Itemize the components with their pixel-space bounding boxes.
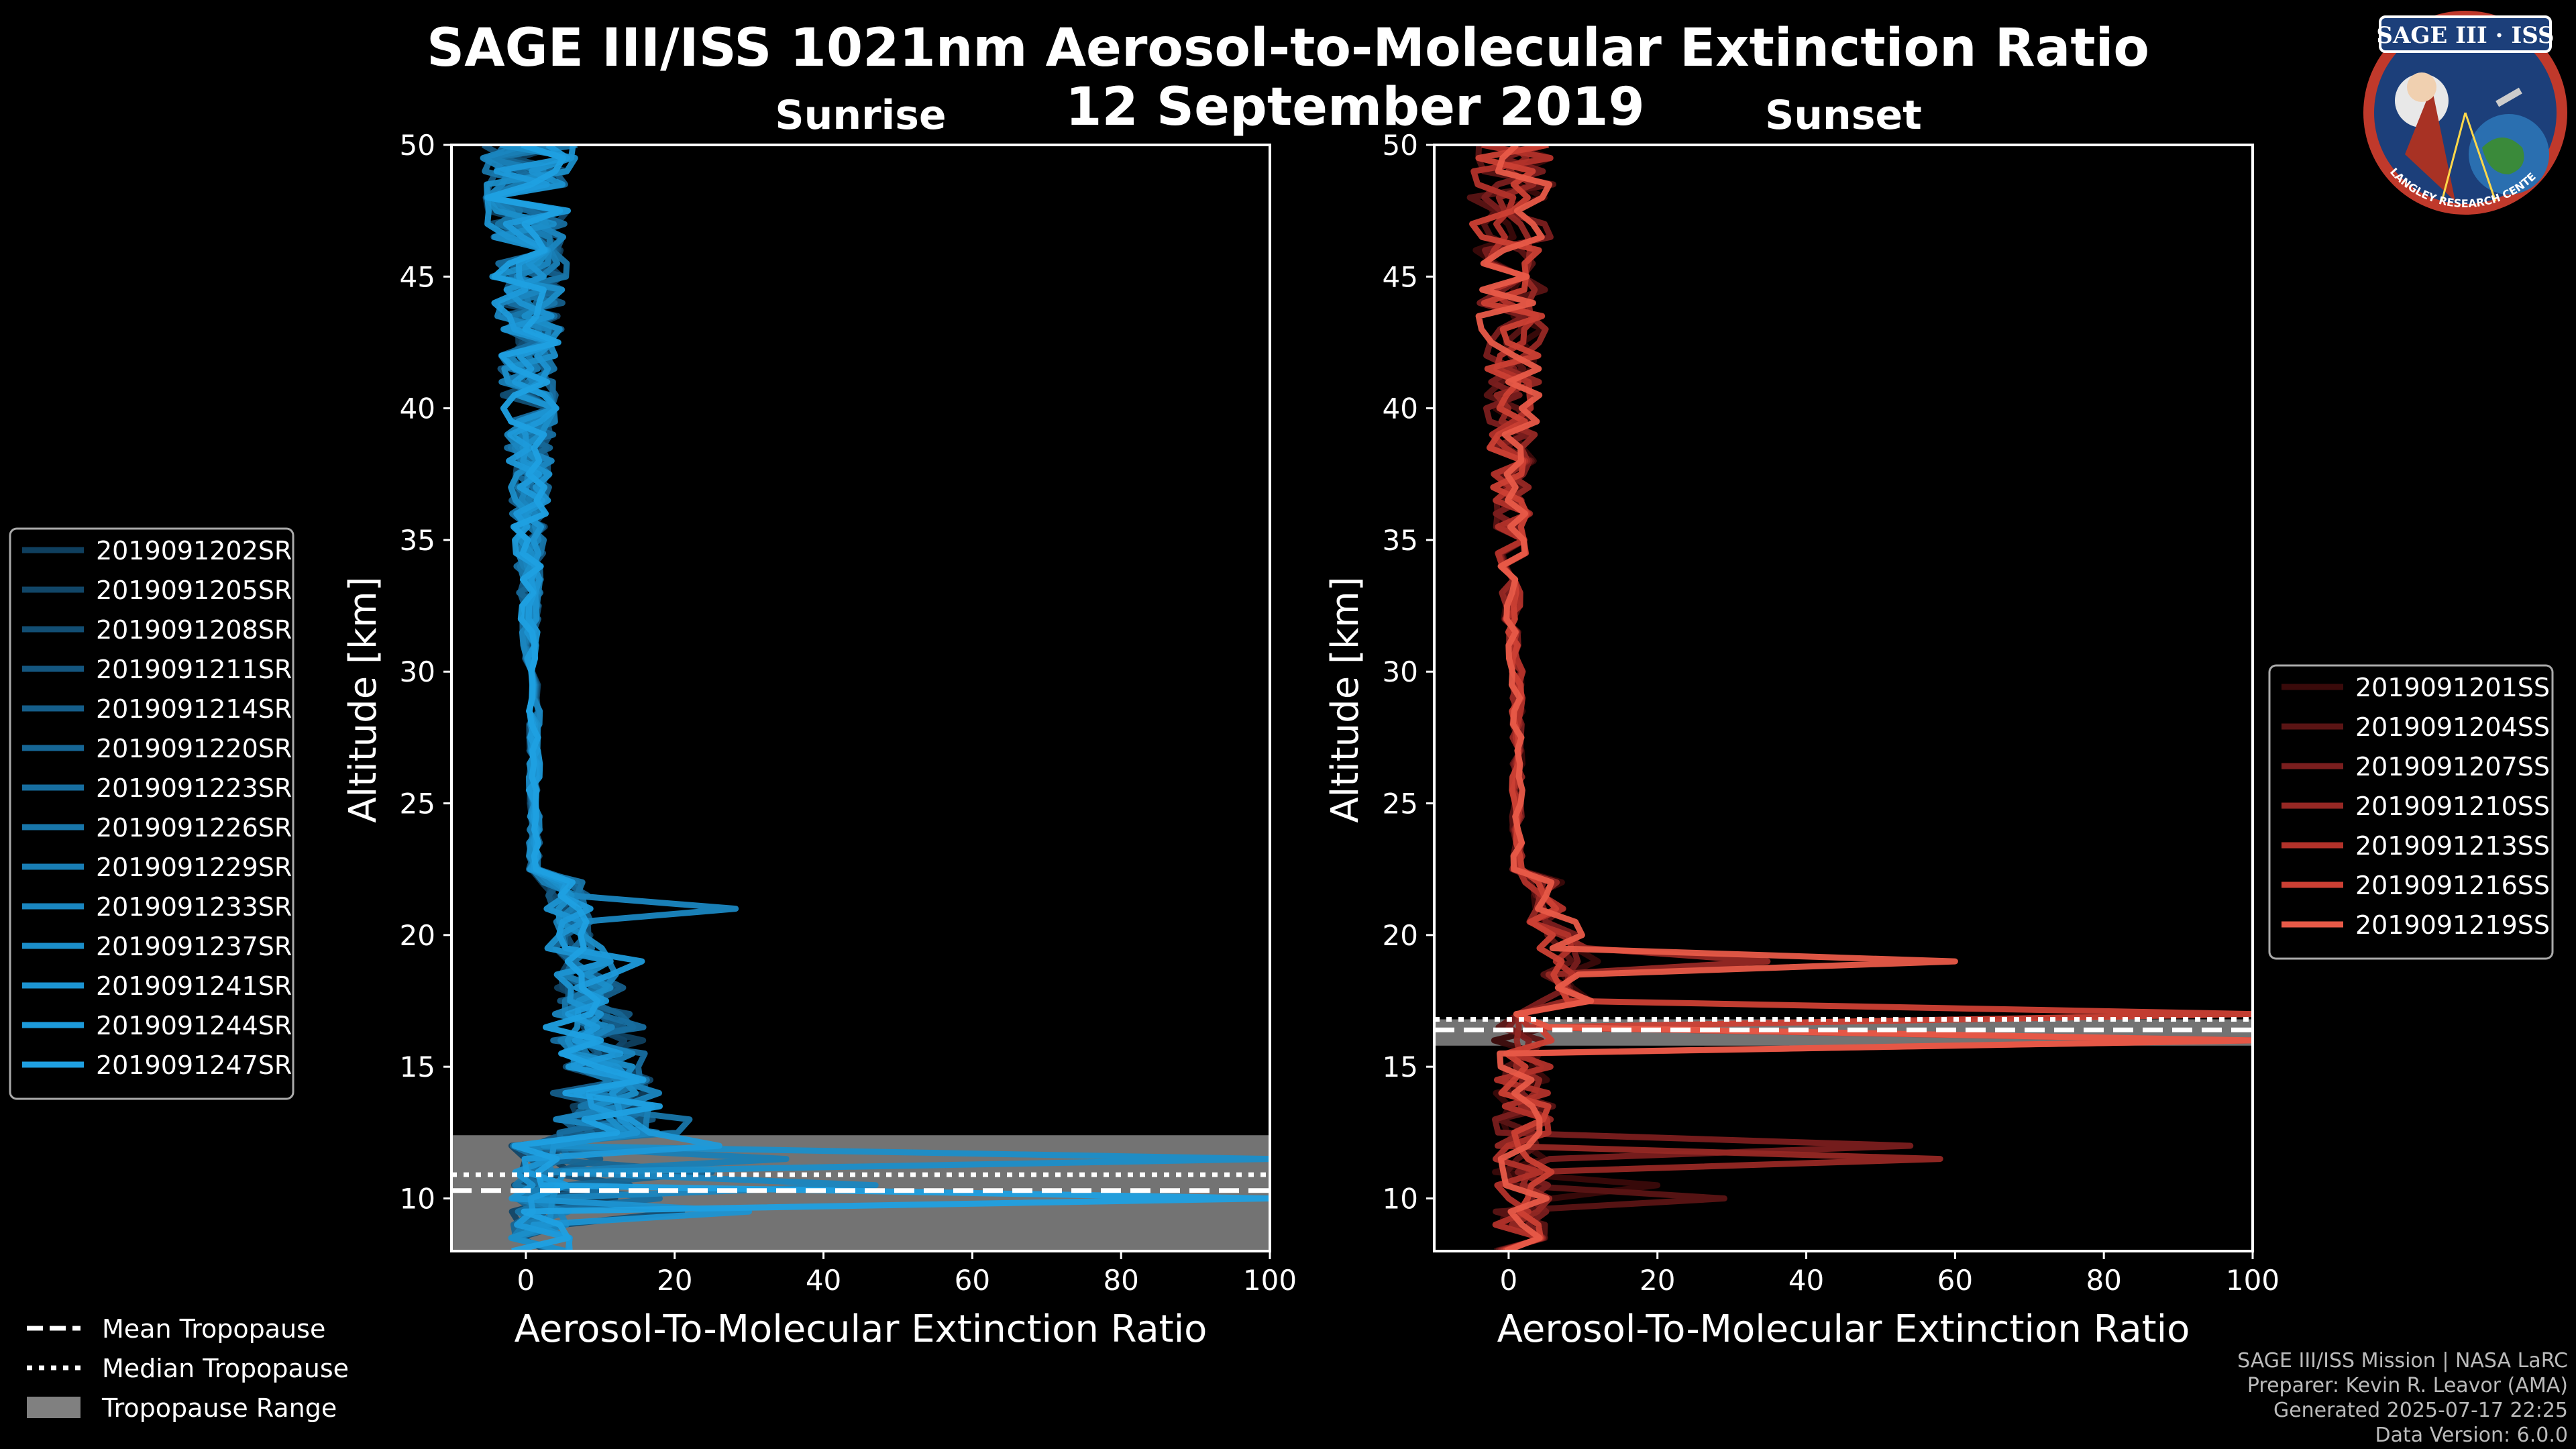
series-line-2019091210SS bbox=[1493, 145, 1943, 1251]
series-line-2019091207SS bbox=[1477, 145, 1914, 1251]
logo-text: SAGE III · ISS bbox=[2376, 22, 2554, 49]
y-tick-label: 10 bbox=[1383, 1182, 1418, 1215]
tropopause-legend-swatch bbox=[27, 1397, 80, 1418]
x-tick-label: 100 bbox=[2226, 1264, 2279, 1297]
tropopause-legend-label: Tropopause Range bbox=[101, 1393, 337, 1423]
y-tick-label: 40 bbox=[400, 392, 435, 425]
y-tick-label: 15 bbox=[1383, 1051, 1418, 1083]
x-tick-label: 20 bbox=[657, 1264, 692, 1297]
x-tick-label: 60 bbox=[1937, 1264, 1973, 1297]
y-tick-label: 20 bbox=[400, 919, 435, 952]
y-tick-label: 20 bbox=[1383, 919, 1418, 952]
sunrise-ylabel: Altitude [km] bbox=[341, 576, 385, 822]
legend-label: 2019091219SS bbox=[2355, 910, 2550, 940]
credit-version: Data Version: 6.0.0 bbox=[2375, 1424, 2568, 1447]
tropopause-legend: Mean Tropopause Median Tropopause Tropopau… bbox=[27, 1314, 349, 1423]
y-tick-label: 35 bbox=[400, 524, 435, 557]
x-tick-label: 60 bbox=[955, 1264, 990, 1297]
x-tick-label: 80 bbox=[1103, 1264, 1138, 1297]
legend-label: 2019091205SR bbox=[96, 576, 292, 605]
figure-date: 12 September 2019 bbox=[1065, 77, 1645, 138]
y-tick-label: 50 bbox=[400, 129, 435, 162]
y-tick-label: 45 bbox=[400, 260, 435, 293]
tropopause-legend-label: Mean Tropopause bbox=[102, 1314, 325, 1344]
legend-label: 2019091211SR bbox=[96, 655, 292, 684]
legend-label: 2019091208SR bbox=[96, 615, 292, 645]
sunset-ylabel: Altitude [km] bbox=[1324, 576, 1367, 822]
x-tick-label: 80 bbox=[2086, 1264, 2121, 1297]
y-tick-label: 30 bbox=[400, 655, 435, 688]
legend-label: 2019091247SR bbox=[96, 1051, 292, 1080]
axes-frame bbox=[1433, 144, 2254, 1252]
series-line-2019091219SS bbox=[1475, 145, 2253, 1251]
tropopause-legend-label: Median Tropopause bbox=[102, 1354, 349, 1383]
legend-label: 2019091216SS bbox=[2355, 871, 2550, 900]
credit-preparer: Preparer: Kevin R. Leavor (AMA) bbox=[2247, 1374, 2568, 1397]
y-tick-label: 25 bbox=[400, 788, 435, 820]
legend-label: 2019091237SR bbox=[96, 932, 292, 961]
legend-label: 2019091213SS bbox=[2355, 831, 2550, 861]
y-tick-label: 40 bbox=[1383, 392, 1418, 425]
legend-label: 2019091204SS bbox=[2355, 712, 2550, 742]
axes-frame bbox=[450, 144, 1271, 1252]
sunrise-title: Sunrise bbox=[775, 92, 946, 139]
legend-label: 2019091241SR bbox=[96, 971, 292, 1001]
series-line-2019091213SS bbox=[1470, 145, 2253, 1251]
sunrise-legend: 2019091202SR 2019091205SR 2019091208SR 2019… bbox=[9, 527, 294, 1100]
y-tick-label: 45 bbox=[1383, 260, 1418, 293]
x-tick-label: 40 bbox=[1788, 1264, 1824, 1297]
y-tick-label: 10 bbox=[400, 1182, 435, 1215]
sunrise-xlabel: Aerosol-To-Molecular Extinction Ratio bbox=[515, 1307, 1208, 1351]
y-tick-label: 30 bbox=[1383, 655, 1418, 688]
y-tick-label: 35 bbox=[1383, 524, 1418, 557]
credit-generated: Generated 2025-07-17 22:25 bbox=[2273, 1399, 2568, 1422]
series-line-2019091216SS bbox=[1469, 145, 2253, 1251]
legend-label: 2019091202SR bbox=[96, 536, 292, 566]
legend-label: 2019091214SR bbox=[96, 694, 292, 724]
sunset-title: Sunset bbox=[1765, 92, 1922, 139]
y-tick-label: 50 bbox=[1383, 129, 1418, 162]
figure-title: SAGE III/ISS 1021nm Aerosol-to-Molecular… bbox=[427, 18, 2149, 78]
sunrise-panel: 0 20 40 60 80 100 10 15 20 25 30 35 40 45 50 bbox=[400, 129, 1297, 1297]
sunset-panel: 0 20 40 60 80 100 10 15 20 25 30 35 40 45 50 bbox=[1383, 129, 2280, 1297]
x-tick-label: 20 bbox=[1640, 1264, 1675, 1297]
legend-label: 2019091223SR bbox=[96, 773, 292, 803]
series-line-2019091247SR bbox=[484, 145, 1270, 1251]
legend-label: 2019091207SS bbox=[2355, 752, 2550, 782]
legend-label: 2019091201SS bbox=[2355, 673, 2550, 702]
legend-label: 2019091220SR bbox=[96, 734, 292, 763]
credit-mission: SAGE III/ISS Mission | NASA LaRC bbox=[2237, 1349, 2568, 1373]
x-tick-label: 100 bbox=[1243, 1264, 1297, 1297]
legend-label: 2019091226SR bbox=[96, 813, 292, 843]
sunset-legend: 2019091201SS 2019091204SS 2019091207SS 2019… bbox=[2268, 664, 2554, 960]
legend-label: 2019091229SR bbox=[96, 853, 292, 882]
x-tick-label: 0 bbox=[1500, 1264, 1518, 1297]
x-tick-label: 0 bbox=[517, 1264, 535, 1297]
legend-label: 2019091210SS bbox=[2355, 792, 2550, 821]
y-tick-label: 15 bbox=[400, 1051, 435, 1083]
x-tick-label: 40 bbox=[806, 1264, 841, 1297]
legend-label: 2019091244SR bbox=[96, 1011, 292, 1040]
y-tick-label: 25 bbox=[1383, 788, 1418, 820]
sunset-xlabel: Aerosol-To-Molecular Extinction Ratio bbox=[1497, 1307, 2190, 1351]
legend-label: 2019091233SR bbox=[96, 892, 292, 922]
